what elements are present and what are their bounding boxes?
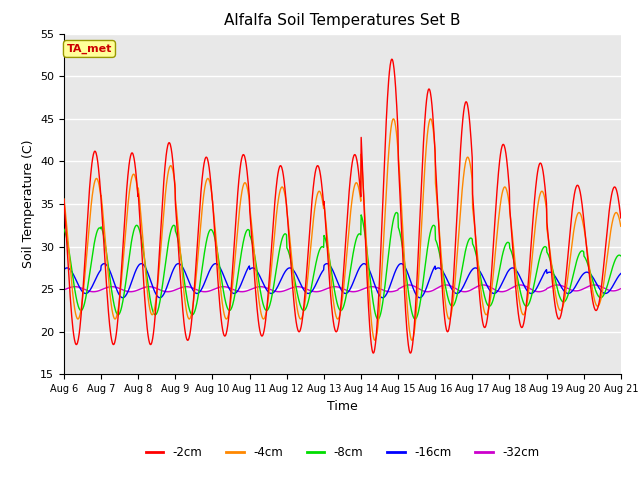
Y-axis label: Soil Temperature (C): Soil Temperature (C) (22, 140, 35, 268)
Text: TA_met: TA_met (67, 44, 112, 54)
Legend: -2cm, -4cm, -8cm, -16cm, -32cm: -2cm, -4cm, -8cm, -16cm, -32cm (141, 442, 544, 464)
X-axis label: Time: Time (327, 400, 358, 413)
Title: Alfalfa Soil Temperatures Set B: Alfalfa Soil Temperatures Set B (224, 13, 461, 28)
